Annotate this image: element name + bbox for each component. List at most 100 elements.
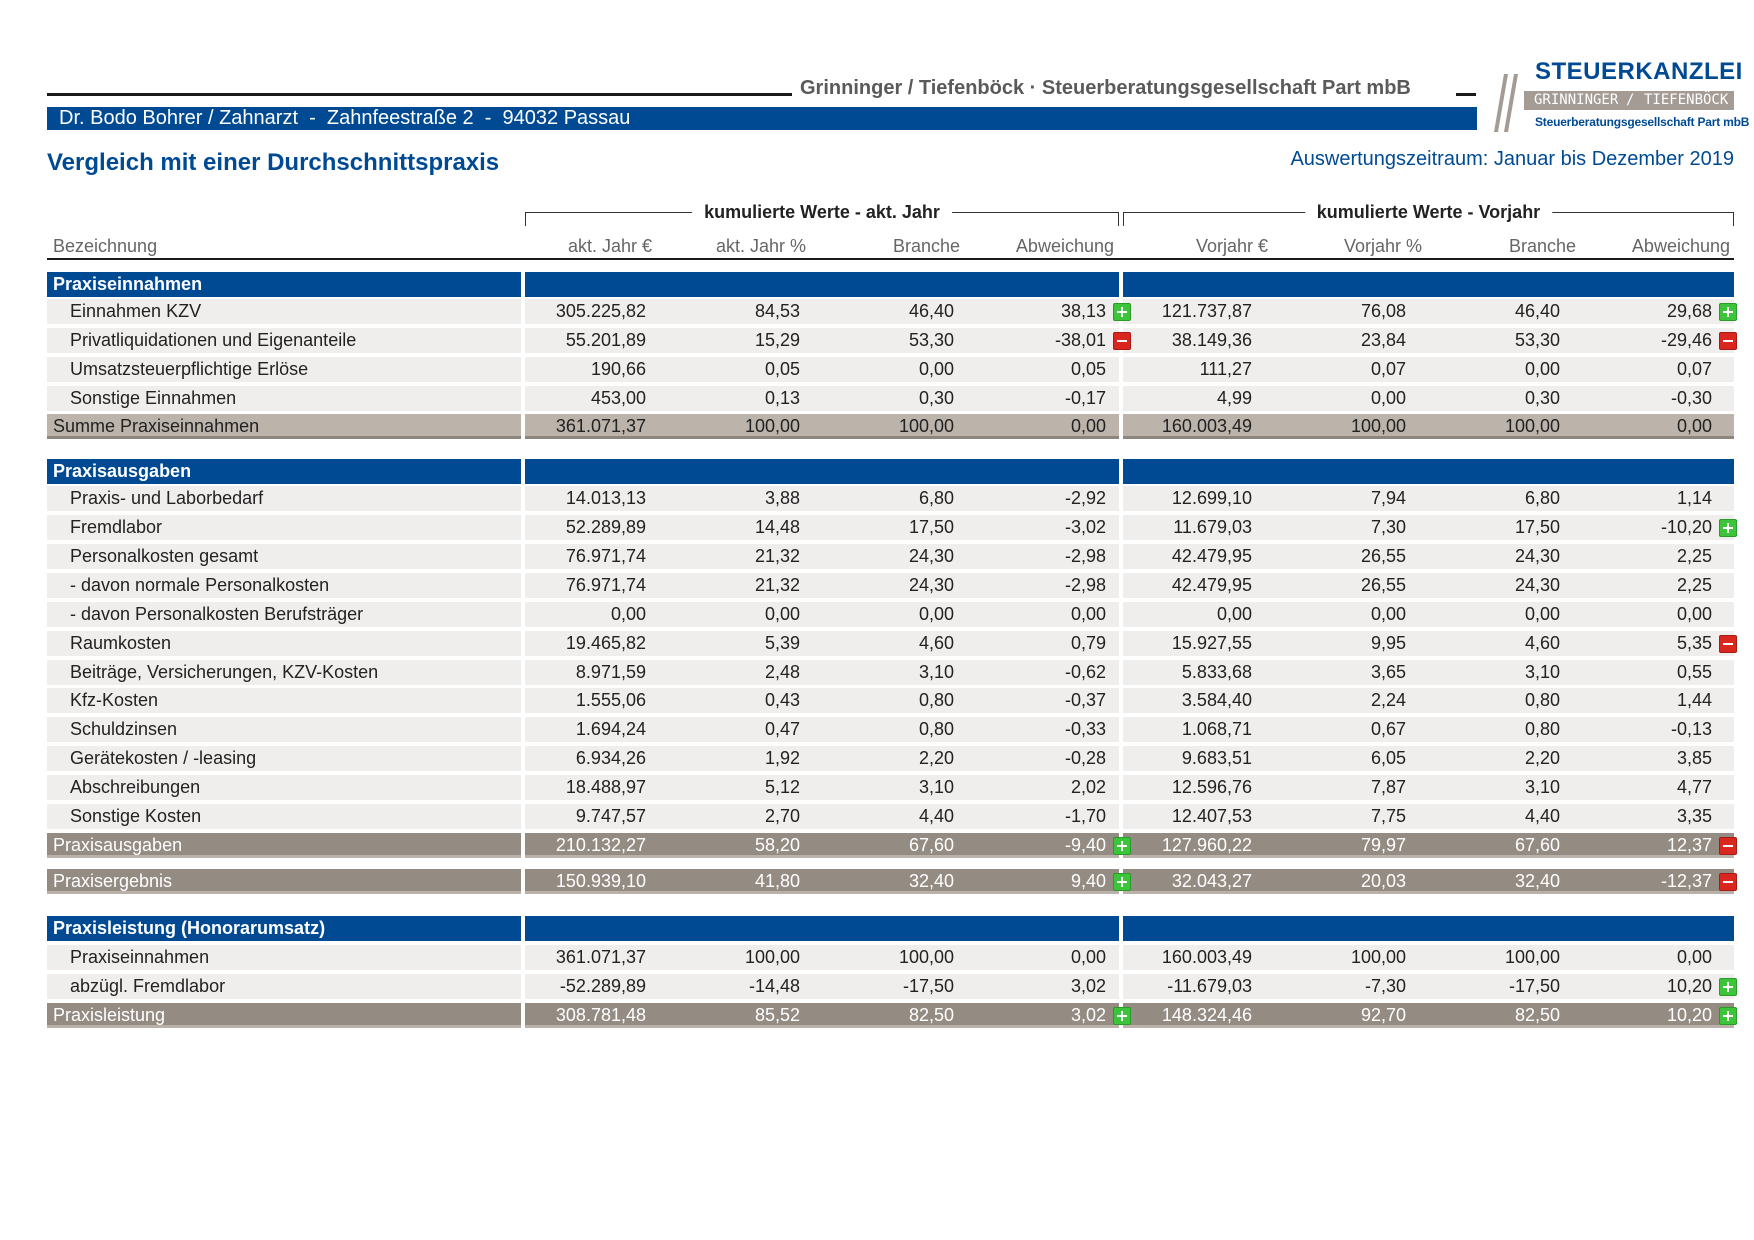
sum-row: Praxisergebnis 150.939,10 41,80 32,40 9,40 32… [47,869,1737,894]
row-value: 32,40 [908,871,954,891]
row-value: 24,30 [908,575,954,595]
row-label: Sonstige Einnahmen [70,388,237,408]
row-value: 9,40 [1070,871,1106,891]
row-value: 42.479,95 [1171,575,1252,595]
row-background [1123,299,1734,324]
row-background [525,602,1119,627]
row-value: 0,00 [1676,947,1712,967]
table-row: Einnahmen KZV 305.225,82 84,53 46,40 38,13 12… [47,299,1737,324]
row-background [525,916,1119,941]
row-value: 32.043,27 [1171,871,1252,891]
row-background [1123,486,1734,511]
row-background [47,386,521,411]
row-value: 0,00 [1524,359,1560,379]
row-value: 12.596,76 [1171,777,1252,797]
row-background [1123,544,1734,569]
row-value: -17,50 [1508,976,1560,996]
table-row: Schuldzinsen 1.694,24 0,47 0,80 -0,33 1.068,7… [47,717,1734,742]
sum-row: Praxisausgaben 210.132,27 58,20 67,60 -9,40 1… [47,833,1737,858]
row-value: 85,52 [754,1005,800,1025]
row-background [1123,459,1734,484]
logo-wordmark: STEUERKANZLEI [1535,58,1743,85]
row-background [525,688,1119,713]
col-header-cur-dev: Abweichung [1015,236,1114,256]
row-background [1123,688,1734,713]
logo-subtitle: Steuerberatungsgesellschaft Part mbB [1535,115,1750,129]
minus-icon [1719,332,1737,350]
row-background [1123,1003,1734,1028]
group-previous-year-label: kumulierte Werte - Vorjahr [1304,202,1553,223]
row-value: 100,00 [1504,947,1560,967]
row-value: 2,25 [1676,575,1712,595]
row-background [47,272,521,297]
row-background [1123,414,1734,439]
row-value: -0,37 [1064,690,1106,710]
row-label: - davon normale Personalkosten [70,575,330,595]
row-value: 0,79 [1070,633,1106,653]
row-value: 0,00 [1070,947,1106,967]
row-label: Fremdlabor [70,517,163,537]
header-rule [47,93,792,96]
row-label: Umsatzsteuerpflichtige Erlöse [70,359,309,379]
row-background [1123,916,1734,941]
row-background [47,544,521,569]
row-value: 12,37 [1666,835,1712,855]
row-value: 100,00 [744,947,800,967]
row-value: 6,05 [1370,748,1406,768]
row-background [1123,717,1734,742]
row-background [47,486,521,511]
row-value: -2,98 [1064,546,1106,566]
row-value: 0,00 [1070,416,1106,436]
row-value: 20,03 [1360,871,1406,891]
row-value: 7,30 [1370,517,1406,537]
row-value: -3,02 [1064,517,1106,537]
logo-band-right: TIEFENBÖCK [1644,92,1729,108]
minus-icon [1719,873,1737,891]
row-value: -11.679,03 [1167,976,1252,996]
minus-icon [1113,332,1131,350]
row-value: -0,17 [1064,388,1106,408]
row-value: 58,20 [754,835,800,855]
row-background [47,945,521,970]
row-background [47,631,521,656]
row-value: 150.939,10 [555,871,646,891]
row-value: 9.683,51 [1181,748,1252,768]
plus-icon [1113,1007,1131,1025]
row-value: 6,80 [918,488,954,508]
row-label: Einnahmen KZV [70,301,202,321]
row-value: 55.201,89 [565,330,646,350]
row-value: 76.971,74 [565,546,646,566]
group-current-year-label: kumulierte Werte - akt. Jahr [692,202,952,223]
row-value: 5,39 [764,633,800,653]
row-value: -29,46 [1660,330,1712,350]
table-row: Sonstige Kosten 9.747,57 2,70 4,40 -1,70 12.4… [47,804,1734,829]
minus-icon [1719,635,1737,653]
row-background [1123,804,1734,829]
row-value: 15,29 [754,330,800,350]
row-value: 84,53 [754,301,800,321]
row-background [1123,386,1734,411]
row-value: 32,40 [1514,871,1560,891]
row-background [47,573,521,598]
row-value: 2,20 [1524,748,1560,768]
row-value: -0,28 [1064,748,1106,768]
row-value: 53,30 [908,330,954,350]
table-row: Personalkosten gesamt 76.971,74 21,32 24,30… [47,544,1734,569]
row-background [47,833,521,858]
section-header-row: Praxiseinnahmen [47,272,1734,297]
row-label: - davon Personalkosten Berufsträger [70,604,364,624]
row-value: 6.934,26 [575,748,646,768]
row-value: 0,07 [1676,359,1712,379]
row-value: 4,40 [918,806,954,826]
row-value: 10,20 [1666,976,1712,996]
row-value: 21,32 [754,575,800,595]
row-background [525,272,1119,297]
row-background [525,775,1119,800]
group-current-year: kumulierte Werte - akt. Jahr [525,202,1119,226]
row-value: 9.747,57 [575,806,646,826]
row-value: 3,02 [1070,976,1106,996]
row-value: 4,99 [1216,388,1252,408]
row-value: 0,07 [1370,359,1406,379]
row-value: 79,97 [1360,835,1406,855]
sum-row: Praxisleistung 308.781,48 85,52 82,50 3,02 14… [47,1003,1737,1028]
